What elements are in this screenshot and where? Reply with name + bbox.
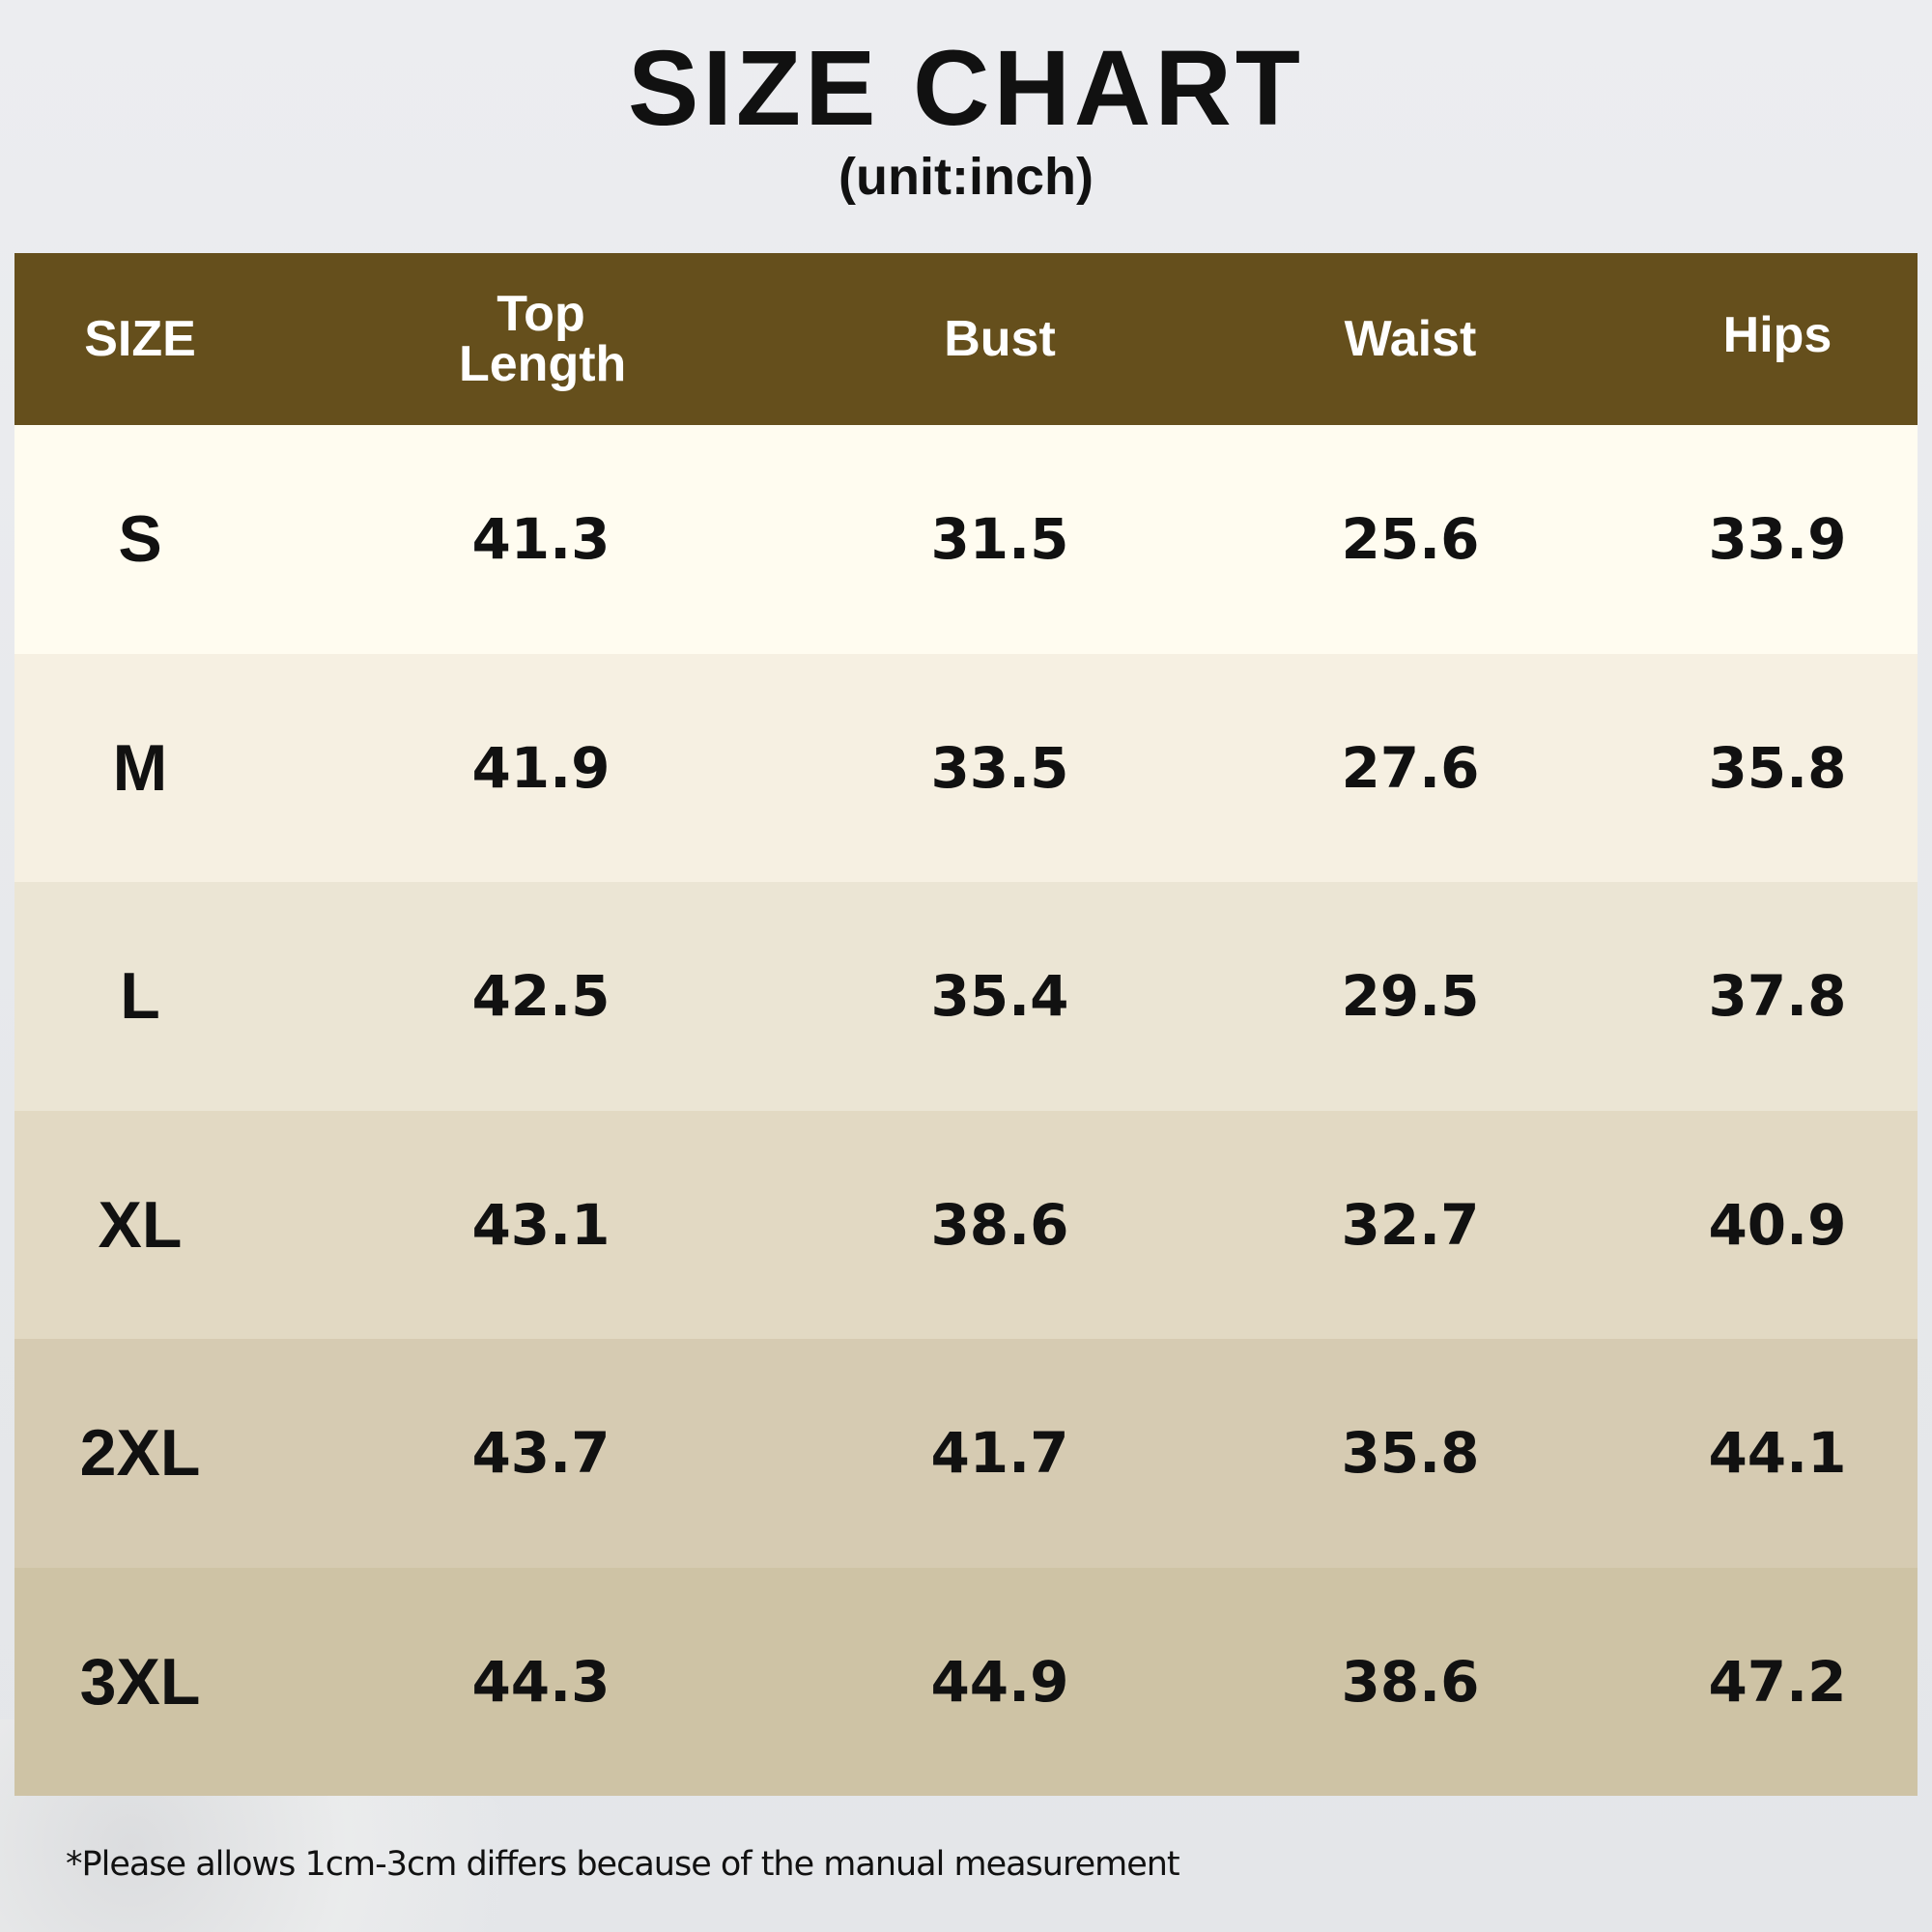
header-hips: Hips: [1722, 307, 1833, 363]
page-title: SIZE CHART: [628, 29, 1304, 148]
unit-label: (unit:inch): [838, 148, 1094, 206]
cell-bust: 44.9: [930, 1648, 1069, 1715]
cell-waist: 27.6: [1341, 734, 1480, 801]
cell-bust: 31.5: [930, 506, 1069, 573]
cell-hips: 33.9: [1708, 506, 1847, 573]
table-row: L 42.5 35.4 29.5 37.8: [14, 882, 1918, 1111]
table-row: XL 43.1 38.6 32.7 40.9: [14, 1110, 1918, 1339]
table-header: SIZE Top Length Bust Waist Hips: [14, 253, 1918, 425]
cell-top-length: 43.1: [471, 1191, 611, 1258]
cell-waist: 25.6: [1341, 506, 1480, 573]
size-table: SIZE Top Length Bust Waist Hips S 41.3 31.…: [14, 253, 1918, 1796]
cell-waist: 29.5: [1341, 963, 1480, 1030]
cell-size: 2XL: [79, 1416, 201, 1491]
cell-top-length: 44.3: [471, 1648, 611, 1715]
cell-waist: 35.8: [1341, 1420, 1480, 1487]
measurement-note: *Please allows 1cm-3cm differs because o…: [66, 1845, 1180, 1884]
cell-hips: 47.2: [1708, 1648, 1847, 1715]
cell-size: S: [118, 502, 162, 577]
cell-top-length: 41.3: [471, 506, 611, 573]
cell-size: M: [112, 730, 168, 805]
cell-size: L: [120, 959, 160, 1034]
cell-top-length: 43.7: [471, 1420, 611, 1487]
cell-hips: 44.1: [1708, 1420, 1847, 1487]
cell-top-length: 42.5: [471, 963, 611, 1030]
cell-waist: 32.7: [1341, 1191, 1480, 1258]
cell-bust: 38.6: [930, 1191, 1069, 1258]
cell-bust: 41.7: [930, 1420, 1069, 1487]
header-waist: Waist: [1344, 311, 1477, 367]
cell-bust: 35.4: [930, 963, 1069, 1030]
table-row: 2XL 43.7 41.7 35.8 44.1: [14, 1339, 1918, 1568]
cell-hips: 40.9: [1708, 1191, 1847, 1258]
header-top-length: Top Length: [459, 286, 627, 392]
table-row: M 41.9 33.5 27.6 35.8: [14, 653, 1918, 882]
cell-waist: 38.6: [1341, 1648, 1480, 1715]
cell-hips: 37.8: [1708, 963, 1847, 1030]
header-bust: Bust: [944, 311, 1056, 367]
header-size: SIZE: [84, 311, 196, 367]
cell-hips: 35.8: [1708, 734, 1847, 801]
cell-size: XL: [98, 1187, 183, 1262]
cell-bust: 33.5: [930, 734, 1069, 801]
cell-top-length: 41.9: [471, 734, 611, 801]
table-row: 3XL 44.3 44.9 38.6 47.2: [14, 1567, 1918, 1796]
table-row: S 41.3 31.5 25.6 33.9: [14, 425, 1918, 654]
cell-size: 3XL: [79, 1644, 201, 1719]
